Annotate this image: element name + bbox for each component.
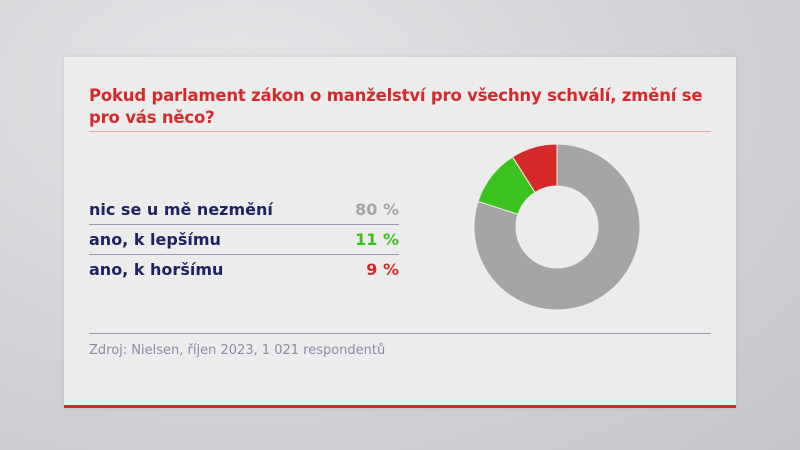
value-label: 80 % <box>355 200 399 219</box>
legend-row: ano, k horšímu 9 % <box>89 254 399 284</box>
legend: nic se u mě nezmění 80 % ano, k lepšímu … <box>89 195 399 284</box>
legend-label: nic se u mě nezmění <box>89 200 273 219</box>
chart-title: Pokud parlament zákon o manželství pro v… <box>89 86 703 127</box>
source-note: Zdroj: Nielsen, říjen 2023, 1 021 respon… <box>89 343 386 358</box>
chart-card: Pokud parlament zákon o manželství pro v… <box>64 57 736 408</box>
legend-label: ano, k horšímu <box>89 260 224 279</box>
source-divider <box>89 333 711 334</box>
legend-row: nic se u mě nezmění 80 % <box>89 195 399 224</box>
donut-chart <box>473 143 641 311</box>
legend-label: ano, k lepšímu <box>89 230 221 249</box>
donut-slice-3 <box>511 143 558 194</box>
title-divider <box>89 131 711 132</box>
donut-slice-1 <box>473 143 641 311</box>
value-label: 9 % <box>366 260 399 279</box>
legend-row: ano, k lepšímu 11 % <box>89 224 399 254</box>
value-label: 11 % <box>355 230 399 249</box>
card-bottom-accent <box>64 405 736 408</box>
